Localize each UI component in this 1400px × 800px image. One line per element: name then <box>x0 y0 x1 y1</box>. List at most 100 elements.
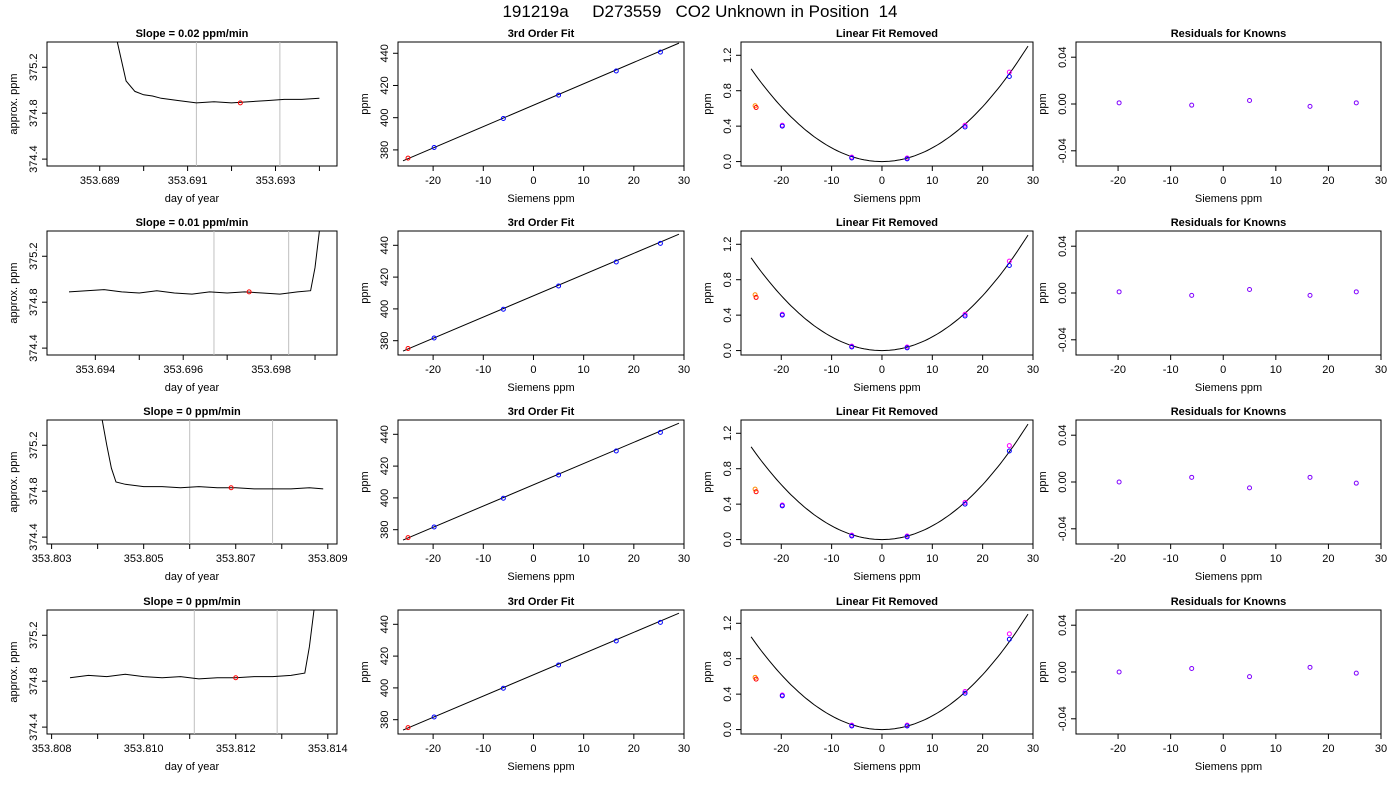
known-point <box>849 344 855 350</box>
y-axis-label: ppm <box>1037 93 1049 114</box>
known-point <box>849 155 855 161</box>
panel-title: Linear Fit Removed <box>836 596 938 608</box>
x-tick-label: 0 <box>530 364 536 376</box>
fit-line <box>402 233 680 352</box>
panel-r2-c1: Slope = 0.01 ppm/min 353.694 353.696 353.69… <box>8 217 338 394</box>
panel-title: Residuals for Knowns <box>1171 217 1287 229</box>
plot-area <box>116 42 320 166</box>
residual-point <box>1353 670 1359 676</box>
x-tick-label: 10 <box>578 175 590 187</box>
x-tick-label: 0 <box>530 175 536 187</box>
y-tick-label: 0.8 <box>722 83 734 98</box>
y-tick-label: 0.0 <box>722 722 734 737</box>
x-tick-label: 353.809 <box>308 553 348 565</box>
y-tick-label: 375.2 <box>28 621 40 649</box>
x-tick-label: 30 <box>1375 743 1387 755</box>
panel-r1-c2: 3rd Order Fit -20 -10 0 10 20 30 380 400 420 440 Si… <box>359 28 690 205</box>
known-point <box>779 312 785 318</box>
known-point <box>962 501 968 507</box>
trace-line <box>68 231 320 295</box>
fit-line <box>402 612 680 731</box>
plot-frame <box>740 41 1034 167</box>
y-tick-label: 400 <box>379 679 391 697</box>
y-tick-label: 420 <box>379 647 391 665</box>
panel-title: Linear Fit Removed <box>836 28 938 40</box>
panel-r2-c2: 3rd Order Fit -20 -10 0 10 20 30 380 400 420 440 Si… <box>359 217 690 394</box>
y-tick-label: 440 <box>379 44 391 62</box>
plot-area <box>1116 474 1359 491</box>
y-tick-label: 0.0 <box>722 343 734 358</box>
known-point <box>849 723 855 729</box>
y-axis-label: approx. ppm <box>8 451 20 512</box>
y-tick-label: 0.4 <box>722 496 734 511</box>
unknown-marker-point <box>752 292 758 298</box>
x-tick-label: -20 <box>773 743 789 755</box>
residual-point <box>1247 674 1253 680</box>
y-tick-label: 1.2 <box>722 616 734 631</box>
fit-line <box>402 422 680 541</box>
y-axis-label: ppm <box>702 661 714 682</box>
x-tick-label: 10 <box>578 553 590 565</box>
x-tick-label: 353.693 <box>256 175 296 187</box>
y-tick-label: 375.2 <box>28 53 40 81</box>
y-tick-label: 380 <box>379 521 391 539</box>
y-tick-label: 0.00 <box>1057 282 1069 303</box>
panel-title: Residuals for Knowns <box>1171 28 1287 40</box>
plot-frame <box>46 230 338 356</box>
known-point <box>556 472 562 478</box>
plot-area <box>101 420 324 544</box>
known-point <box>431 144 437 150</box>
residual-point <box>1247 286 1253 292</box>
x-axis-label: Siemens ppm <box>1195 571 1262 583</box>
x-axis-label: day of year <box>165 382 220 394</box>
panel-r1-c3: Linear Fit Removed -20 -10 0 10 20 30 0.0 0.4 0.8… <box>702 28 1039 205</box>
x-tick-label: 10 <box>926 743 938 755</box>
panel-title: Residuals for Knowns <box>1171 406 1287 418</box>
y-tick-label: 0.00 <box>1057 471 1069 492</box>
panel-r2-c4: Residuals for Knowns -20 -10 0 10 20 30 -0.04 0.… <box>1037 217 1387 394</box>
panel-r4-c2: 3rd Order Fit -20 -10 0 10 20 30 380 400 420 440 Si… <box>359 596 690 773</box>
unknown-point <box>753 105 759 111</box>
known-point <box>500 495 506 501</box>
x-tick-label: 30 <box>678 364 690 376</box>
y-tick-label: 0.00 <box>1057 661 1069 682</box>
y-tick-label: -0.04 <box>1057 327 1069 352</box>
x-tick-label: 353.803 <box>32 553 72 565</box>
x-tick-label: 10 <box>926 553 938 565</box>
panel-title: Slope = 0 ppm/min <box>143 406 241 418</box>
x-tick-label: 0 <box>1220 553 1226 565</box>
x-tick-label: 0 <box>1220 364 1226 376</box>
known-point <box>500 115 506 121</box>
x-axis-label: Siemens ppm <box>853 571 920 583</box>
x-tick-label: 10 <box>1270 553 1282 565</box>
y-tick-label: 0.04 <box>1057 235 1069 256</box>
x-tick-label: -20 <box>1110 743 1126 755</box>
y-tick-label: 400 <box>379 109 391 127</box>
known-point <box>657 49 663 55</box>
trace-line <box>69 610 315 680</box>
plot-frame <box>397 609 685 735</box>
x-axis-label: Siemens ppm <box>1195 761 1262 773</box>
panel-title: Slope = 0 ppm/min <box>143 596 241 608</box>
y-tick-label: -0.04 <box>1057 516 1069 541</box>
residual-point <box>1307 474 1313 480</box>
x-tick-label: -20 <box>425 364 441 376</box>
unknown-point <box>405 535 411 541</box>
x-tick-label: 20 <box>628 743 640 755</box>
known-point <box>657 429 663 435</box>
residual-point <box>1307 664 1313 670</box>
panel-r3-c1: Slope = 0 ppm/min 353.803 353.805 353.807 35… <box>8 406 348 583</box>
y-tick-label: 0.8 <box>722 461 734 476</box>
y-tick-label: 0.04 <box>1057 424 1069 445</box>
plot-frame <box>1075 41 1382 167</box>
y-axis-label: ppm <box>1037 282 1049 303</box>
x-tick-label: 20 <box>628 175 640 187</box>
y-axis-label: ppm <box>1037 661 1049 682</box>
x-tick-label: -20 <box>773 553 789 565</box>
x-axis-label: Siemens ppm <box>853 193 920 205</box>
x-tick-label: -20 <box>425 743 441 755</box>
x-tick-label: 353.694 <box>75 364 115 376</box>
known-point <box>962 690 968 696</box>
panel-r1-c4: Residuals for Knowns -20 -10 0 10 20 30 -0.04 0.… <box>1037 28 1387 205</box>
